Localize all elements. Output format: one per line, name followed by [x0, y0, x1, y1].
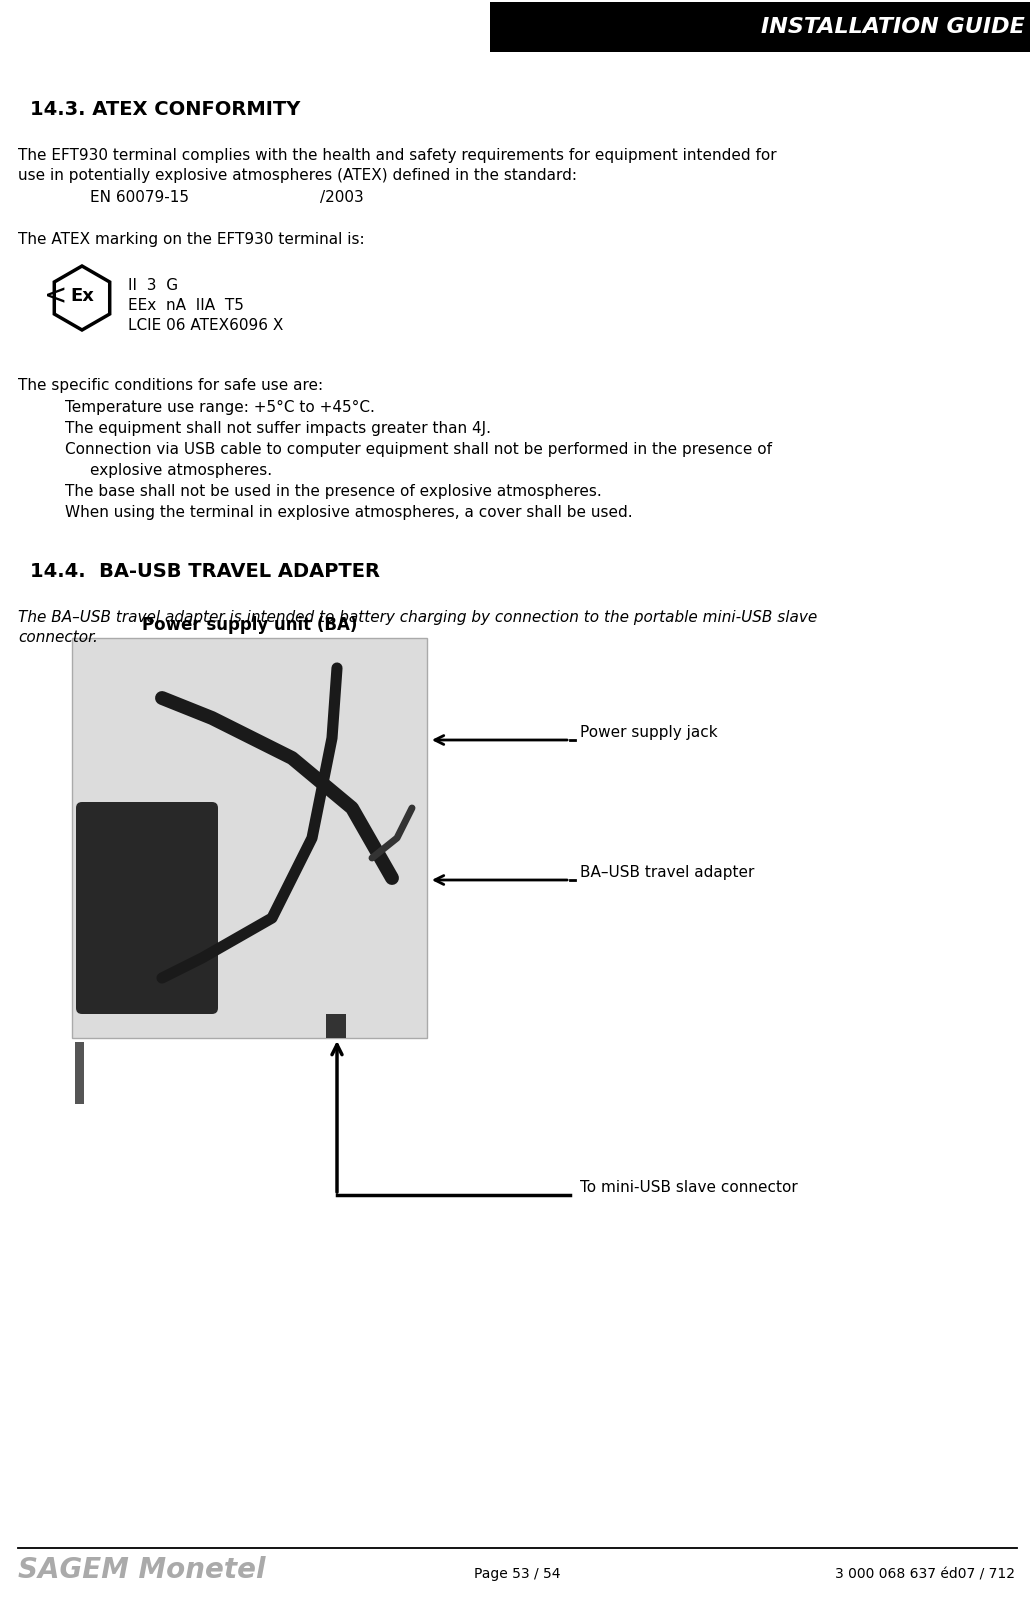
FancyBboxPatch shape — [75, 1072, 84, 1104]
Text: BA–USB travel adapter: BA–USB travel adapter — [580, 865, 755, 881]
Text: explosive atmospheres.: explosive atmospheres. — [90, 463, 272, 477]
Text: LCIE 06 ATEX6096 X: LCIE 06 ATEX6096 X — [128, 319, 284, 333]
FancyBboxPatch shape — [72, 638, 427, 1038]
Text: Ex: Ex — [70, 287, 94, 304]
Text: Page 53 / 54: Page 53 / 54 — [474, 1567, 560, 1581]
Text: When using the terminal in explosive atmospheres, a cover shall be used.: When using the terminal in explosive atm… — [65, 505, 632, 521]
Text: Power supply unit (BA): Power supply unit (BA) — [142, 617, 357, 634]
Text: SAGEM Monetel: SAGEM Monetel — [18, 1556, 266, 1584]
Text: connector.: connector. — [18, 630, 98, 646]
Text: INSTALLATION GUIDE: INSTALLATION GUIDE — [761, 18, 1025, 37]
Text: To mini-USB slave connector: To mini-USB slave connector — [580, 1181, 798, 1195]
Text: Power supply jack: Power supply jack — [580, 726, 717, 740]
FancyBboxPatch shape — [76, 803, 218, 1014]
Text: Connection via USB cable to computer equipment shall not be performed in the pre: Connection via USB cable to computer equ… — [65, 442, 772, 457]
Text: The EFT930 terminal complies with the health and safety requirements for equipme: The EFT930 terminal complies with the he… — [18, 147, 776, 163]
FancyBboxPatch shape — [75, 1041, 84, 1073]
Text: The specific conditions for safe use are:: The specific conditions for safe use are… — [18, 378, 323, 392]
Text: EN 60079-15: EN 60079-15 — [90, 191, 189, 205]
FancyBboxPatch shape — [490, 2, 1030, 51]
Text: EEx  nA  IIA  T5: EEx nA IIA T5 — [128, 298, 244, 312]
Text: The ATEX marking on the EFT930 terminal is:: The ATEX marking on the EFT930 terminal … — [18, 232, 364, 247]
Text: Temperature use range: +5°C to +45°C.: Temperature use range: +5°C to +45°C. — [65, 400, 375, 415]
Text: The equipment shall not suffer impacts greater than 4J.: The equipment shall not suffer impacts g… — [65, 421, 491, 436]
Text: 14.4.  BA-USB TRAVEL ADAPTER: 14.4. BA-USB TRAVEL ADAPTER — [30, 562, 380, 582]
Text: II  3  G: II 3 G — [128, 279, 178, 293]
Text: /2003: /2003 — [320, 191, 363, 205]
Text: use in potentially explosive atmospheres (ATEX) defined in the standard:: use in potentially explosive atmospheres… — [18, 168, 576, 183]
Text: The BA–USB travel adapter is intended to battery charging by connection to the p: The BA–USB travel adapter is intended to… — [18, 610, 818, 625]
Text: The base shall not be used in the presence of explosive atmospheres.: The base shall not be used in the presen… — [65, 484, 601, 498]
Text: 3 000 068 637 éd07 / 712: 3 000 068 637 éd07 / 712 — [835, 1567, 1015, 1581]
Text: 14.3. ATEX CONFORMITY: 14.3. ATEX CONFORMITY — [30, 99, 300, 119]
Text: <: < — [45, 282, 67, 311]
FancyBboxPatch shape — [326, 1014, 346, 1038]
